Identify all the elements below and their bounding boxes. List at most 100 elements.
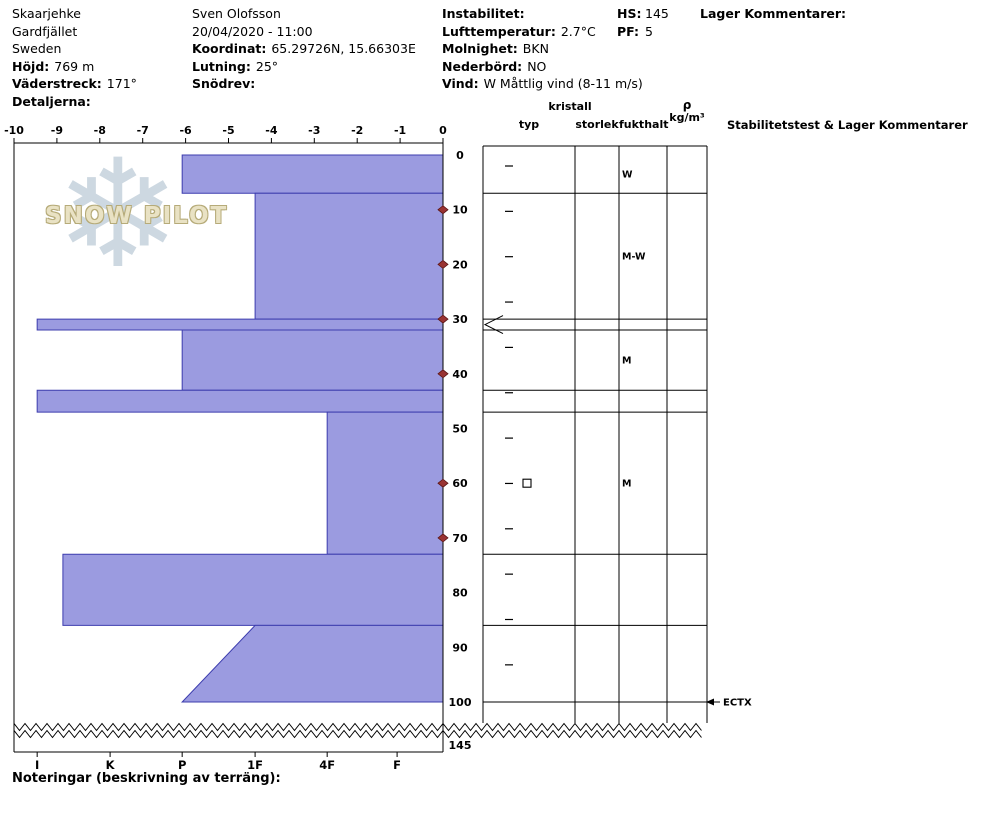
temp-tick-label: -9 xyxy=(51,124,63,137)
temp-tick-label: -6 xyxy=(179,124,192,137)
site-country: Sweden xyxy=(12,41,62,56)
precip-value: NO xyxy=(527,58,547,74)
depth-tick-label: 90 xyxy=(452,641,468,654)
hs-value: 145 xyxy=(645,6,669,21)
aspect-label: Väderstreck: xyxy=(12,76,102,91)
coordinates-value: 65.29726N, 15.66303E xyxy=(271,41,416,56)
depth-tick-label: 0 xyxy=(456,149,464,162)
layer-comments-label: Lager Kommentarer: xyxy=(700,6,847,21)
hardness-tick-label: I xyxy=(35,758,39,772)
snow-layer-7 xyxy=(62,553,444,626)
coordinates: Koordinat: 65.29726N, 15.66303E xyxy=(192,40,416,58)
elevation-value: 769 m xyxy=(54,58,95,74)
moisture-value: M xyxy=(622,356,631,367)
depth-tick-label: 60 xyxy=(452,477,468,490)
site-info-block: Skaarjehke Gardfjället Sweden Höjd: 769 m… xyxy=(12,5,137,110)
snowflake-icon: ❄ xyxy=(55,128,181,302)
snow-layer-5 xyxy=(36,389,444,413)
observer-info-block: Sven Olofsson 20/04/2020 - 11:00 Koordin… xyxy=(192,5,416,93)
sky-cover: Molnighet: BKN xyxy=(442,40,643,58)
hardness-tick-label: K xyxy=(106,758,116,772)
depth-tick-label: 30 xyxy=(452,313,468,326)
depth-break-zigzag xyxy=(13,722,702,732)
depth-tick-label: 20 xyxy=(452,258,468,271)
observation-datetime: 20/04/2020 - 11:00 xyxy=(192,23,313,39)
snow-temp-marker xyxy=(437,478,449,488)
temp-tick-label: -1 xyxy=(394,124,406,137)
elevation-label: Höjd: xyxy=(12,58,50,74)
column-header-density-symbol: ρ xyxy=(682,98,692,112)
test-arrow-head xyxy=(706,698,714,706)
snow-layer-8 xyxy=(181,624,444,703)
column-header-moisture: fukthalt xyxy=(619,118,669,131)
column-header-grain-size: storlek xyxy=(575,118,619,131)
snowpilot-watermark: ❄ SNOW PILOT xyxy=(40,140,270,310)
airtemp-label: Lufttemperatur: xyxy=(442,23,556,39)
depth-tick-label: 80 xyxy=(452,587,468,600)
depth-tick-label: 40 xyxy=(452,368,468,381)
slope-angle: Lutning: 25° xyxy=(192,58,416,76)
slope-value: 25° xyxy=(255,58,279,74)
temp-tick-label: 0 xyxy=(439,124,447,137)
snow-layer-4 xyxy=(181,329,444,391)
moisture-value: M-W xyxy=(622,252,646,263)
site-name: Skaarjehke xyxy=(12,6,81,21)
air-temperature: Lufttemperatur: 2.7°C xyxy=(442,23,643,41)
sky-label: Molnighet: xyxy=(442,41,518,56)
hardness-tick-label: 4F xyxy=(319,758,335,772)
observer-name: Sven Olofsson xyxy=(192,6,281,21)
layer-of-concern-marker xyxy=(483,315,504,335)
depth-tick-label: 70 xyxy=(452,532,468,545)
total-depth-label: 145 xyxy=(449,739,472,752)
temp-tick-label: -10 xyxy=(4,124,24,137)
temp-tick-label: -3 xyxy=(308,124,320,137)
column-header-density-unit: kg/m³ xyxy=(669,111,705,124)
temp-tick-label: -8 xyxy=(94,124,106,137)
snow-layer-1 xyxy=(181,154,444,194)
snow-temp-marker xyxy=(437,533,449,543)
site-elevation: Höjd: 769 m xyxy=(12,58,137,76)
snow-temp-marker xyxy=(437,369,449,379)
snow-temp-marker xyxy=(437,259,449,269)
temp-tick-label: -7 xyxy=(137,124,149,137)
depth-tick-label: 50 xyxy=(452,423,468,436)
grain-type-symbol xyxy=(522,478,532,488)
precipitation: Nederbörd: NO xyxy=(442,58,643,76)
aspect-value: 171° xyxy=(106,76,137,91)
slope-label: Lutning: xyxy=(192,58,251,74)
moisture-value: M xyxy=(622,479,631,490)
crystal-group-header: kristall xyxy=(548,100,592,113)
pf-value: 5 xyxy=(645,23,653,39)
instability-label: Instabilitet: xyxy=(442,6,525,21)
moisture-value: W xyxy=(622,170,633,181)
weather-info-block: Instabilitet: Lufttemperatur: 2.7°C Molni… xyxy=(442,5,643,93)
column-header-stability-comments: Stabilitetstest & Lager Kommentarer xyxy=(727,118,968,132)
terrain-notes-label: Noteringar (beskrivning av terräng): xyxy=(12,771,281,786)
foot-penetration: PF: 5 xyxy=(617,23,669,41)
snowdrift-label: Snödrev: xyxy=(192,76,256,91)
airtemp-value: 2.7°C xyxy=(560,23,596,39)
wind: Vind: W Måttlig vind (8-11 m/s) xyxy=(442,75,643,93)
site-region: Gardfjället xyxy=(12,23,78,39)
coordinates-label: Koordinat: xyxy=(192,41,267,56)
totals-block: HS: 145 PF: 5 xyxy=(617,5,669,40)
depth-tick-label: 100 xyxy=(449,696,472,709)
depth-tick-label: 10 xyxy=(452,204,468,217)
wind-label: Vind: xyxy=(442,76,479,91)
snow-layer-6 xyxy=(326,411,444,555)
snow-layer-3 xyxy=(36,318,444,331)
watermark-brand-text: SNOW PILOT xyxy=(45,203,229,229)
sky-value: BKN xyxy=(522,41,549,56)
test-result-label: ECTX xyxy=(723,698,752,709)
column-header-grain-type: typ xyxy=(518,118,540,131)
snow-layer-2 xyxy=(254,192,444,320)
precip-label: Nederbörd: xyxy=(442,58,523,74)
wind-value: W Måttlig vind (8-11 m/s) xyxy=(483,76,643,91)
hardness-tick-label: P xyxy=(178,758,186,772)
depth-break-zigzag xyxy=(13,729,702,739)
site-aspect: Väderstreck: 171° xyxy=(12,75,137,93)
pf-label: PF: xyxy=(617,23,640,39)
snow-temp-marker xyxy=(437,314,449,324)
